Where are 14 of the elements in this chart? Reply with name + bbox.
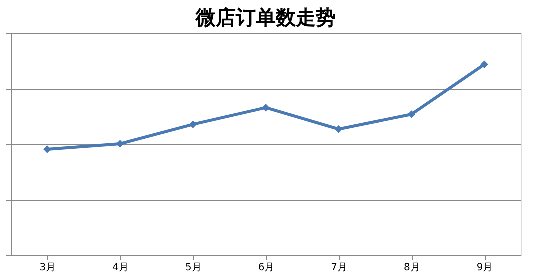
point (44, 146, 52, 154)
point (189, 120, 198, 128)
point (262, 104, 270, 112)
x-tick-label: 9月 (476, 262, 494, 274)
x-tick-label: 5月 (185, 262, 202, 274)
x-tick-label: 4月 (112, 262, 129, 274)
point (408, 110, 416, 118)
point (480, 60, 488, 69)
x-tick-label: 7月 (331, 262, 348, 274)
x-tick-label: 3月 (40, 262, 56, 274)
x-tick-label: 8月 (404, 262, 420, 274)
point (334, 125, 343, 134)
x-tick-label: 6月 (258, 262, 275, 274)
chart-title: 微店订单数走势 (195, 6, 336, 30)
